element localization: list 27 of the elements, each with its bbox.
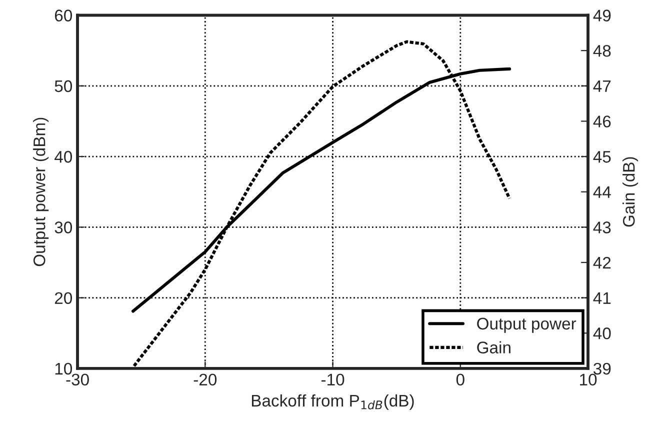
x-tick-label: -10 [321,374,344,386]
y2-axis-title: Gain (dB) [622,157,638,227]
y2-tick-label: 40 [593,328,611,340]
y-tick-label: 10 [55,362,72,375]
x-axis-title: Backoff from P$_{1dB}$(dB) [252,394,414,410]
y2-tick-label: 47 [593,80,611,92]
y-tick-label: 30 [54,222,72,234]
x-tick-label: 0 [456,374,464,386]
y-axis-title: Output power (dBm) [33,118,49,266]
y2-tick-label: 41 [593,292,611,304]
y2-tick-label: 45 [593,151,611,163]
y2-tick-label: 43 [593,222,611,234]
x-tick-label: -30 [66,374,89,386]
y-tick-label: 20 [54,292,72,304]
x-tick-label: -20 [194,374,217,386]
legend-label: Output power [477,318,576,333]
y2-tick-label: 39 [594,362,611,375]
x-tick-label: 10 [580,374,597,386]
y2-tick-label: 44 [593,186,611,198]
y-tick-label: 40 [54,150,72,163]
y-tick-label: 50 [54,80,72,92]
y2-tick-label: 42 [593,256,611,269]
legend-label: Gain [477,341,510,354]
y-tick-label: 60 [54,10,72,22]
y2-tick-label: 49 [593,10,611,22]
y2-tick-label: 48 [593,44,611,57]
y2-tick-label: 46 [593,116,611,128]
